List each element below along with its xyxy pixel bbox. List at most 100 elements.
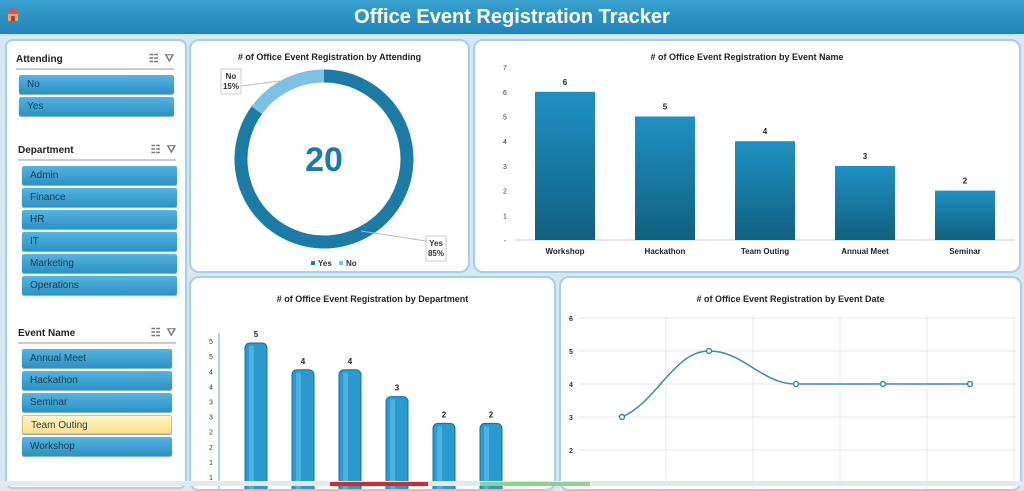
department-bar xyxy=(291,369,315,489)
bar-highlight xyxy=(296,372,301,489)
data-label: 3 xyxy=(395,384,400,393)
slicer-item[interactable]: Finance xyxy=(22,188,177,207)
sheet-tab[interactable] xyxy=(330,482,428,486)
x-tick-label: Annual Meet xyxy=(841,247,889,256)
data-label: 2 xyxy=(489,410,494,419)
header: Office Event Registration Tracker xyxy=(0,0,1024,36)
y-tick-label: 2 xyxy=(503,189,507,196)
y-tick-label: 1 xyxy=(209,460,213,467)
y-tick-label: 3 xyxy=(209,415,213,422)
y-tick-label: 4 xyxy=(503,139,507,146)
y-tick-label: 1 xyxy=(209,475,213,482)
slicer-item[interactable]: Annual Meet xyxy=(22,349,172,368)
bar-highlight xyxy=(343,372,348,489)
slicer-item[interactable]: Admin xyxy=(22,166,177,185)
x-tick-label: Hackathon xyxy=(645,247,686,256)
y-tick-label: 5 xyxy=(569,349,573,356)
bar-annual-meet xyxy=(835,165,895,240)
slicer-item[interactable]: Yes xyxy=(19,97,174,116)
bar-workshop xyxy=(535,91,595,240)
slicer-item[interactable]: No xyxy=(19,75,174,94)
legend-item: Yes xyxy=(318,259,332,268)
data-label: 6 xyxy=(563,78,568,87)
donut-slice-no xyxy=(251,69,325,115)
clear-filter-icon[interactable]: ⛛ xyxy=(166,144,176,156)
y-tick-label: 4 xyxy=(209,369,213,376)
chart-title: # of Office Event Registration by Depart… xyxy=(276,294,469,304)
legend-swatch xyxy=(311,261,315,265)
multi-select-icon[interactable]: ☷ xyxy=(150,327,161,339)
donut-slice-yes xyxy=(234,69,414,249)
sheet-tab-bar xyxy=(0,481,1024,486)
y-tick-label: 3 xyxy=(209,400,213,407)
event-date-chart-card: # of Office Event Registration by Event … xyxy=(559,276,1022,491)
data-label: 3 xyxy=(863,152,868,161)
department-bar xyxy=(338,369,362,489)
x-tick-label: Seminar xyxy=(949,247,981,256)
y-tick-label: 2 xyxy=(569,448,573,455)
data-label-box xyxy=(220,68,242,95)
x-tick-label: Workshop xyxy=(546,247,585,256)
y-tick-label: 5 xyxy=(209,339,213,346)
bar-highlight xyxy=(390,399,395,489)
clear-filter-icon[interactable]: ⛛ xyxy=(166,327,176,339)
data-label: 2 xyxy=(963,177,968,186)
data-label: 4 xyxy=(348,357,353,366)
y-tick-label: 4 xyxy=(569,382,573,389)
data-label: 15% xyxy=(223,82,239,91)
slicer-item[interactable]: Hackathon xyxy=(22,371,172,390)
data-label: 4 xyxy=(301,357,306,366)
slicer-title: Department xyxy=(18,145,74,156)
y-tick-label: 6 xyxy=(569,316,573,323)
multi-select-icon[interactable]: ☷ xyxy=(150,144,161,156)
slicer-header: Event Name ☷ ⛛ xyxy=(18,326,176,344)
data-point xyxy=(966,380,974,388)
y-tick-label: 4 xyxy=(209,384,213,391)
slicer-item[interactable]: IT xyxy=(22,232,177,251)
data-point xyxy=(879,380,887,388)
slicer-item[interactable]: Marketing xyxy=(22,254,177,273)
y-tick-label: 1 xyxy=(503,213,507,220)
data-label: 85% xyxy=(428,249,444,258)
data-point xyxy=(792,380,800,388)
attending-chart-card: # of Office Event Registration by Attend… xyxy=(189,39,470,273)
y-tick-label: 2 xyxy=(209,430,213,437)
chart-title: # of Office Event Registration by Attend… xyxy=(237,52,422,62)
y-tick-label: 6 xyxy=(503,90,507,97)
bar-highlight xyxy=(437,426,442,489)
y-tick-label: 2 xyxy=(209,445,213,452)
data-point xyxy=(705,347,713,355)
slicer-title: Attending xyxy=(16,54,63,65)
bar-team-outing xyxy=(735,141,795,240)
slicer-header: Department ☷ ⛛ xyxy=(18,143,176,161)
department-bar xyxy=(244,342,268,489)
y-tick-label: 5 xyxy=(503,115,507,122)
event-name-chart-card: # of Office Event Registration by Event … xyxy=(473,39,1021,273)
data-label: 5 xyxy=(254,330,259,339)
chart-title: # of Office Event Registration by Event … xyxy=(650,52,844,62)
slicer-item[interactable]: Team Outing xyxy=(22,415,172,434)
bar-seminar xyxy=(935,190,995,240)
slicer-title: Event Name xyxy=(18,328,76,339)
y-tick-label: - xyxy=(504,238,507,245)
bar-highlight xyxy=(484,426,489,489)
slicer-item[interactable]: Operations xyxy=(22,276,177,295)
y-tick-label: 7 xyxy=(503,65,507,72)
bar-hackathon xyxy=(635,116,695,240)
dashboard-title: Office Event Registration Tracker xyxy=(354,6,670,28)
clear-filter-icon[interactable]: ⛛ xyxy=(164,53,174,65)
y-tick-label: 3 xyxy=(503,164,507,171)
slicer-item[interactable]: Workshop xyxy=(22,437,172,456)
home-icon[interactable] xyxy=(5,6,21,22)
y-tick-label: 3 xyxy=(569,415,573,422)
slicer-item[interactable]: Seminar xyxy=(22,393,172,412)
multi-select-icon[interactable]: ☷ xyxy=(148,53,159,65)
data-label: Yes xyxy=(429,239,443,248)
y-tick-label: 5 xyxy=(209,354,213,361)
department-bar xyxy=(385,396,409,489)
legend-swatch xyxy=(339,261,343,265)
sheet-tab[interactable] xyxy=(480,482,590,486)
slicer-header: Attending ☷ ⛛ xyxy=(16,52,174,70)
data-label: 2 xyxy=(442,410,447,419)
slicer-item[interactable]: HR xyxy=(22,210,177,229)
